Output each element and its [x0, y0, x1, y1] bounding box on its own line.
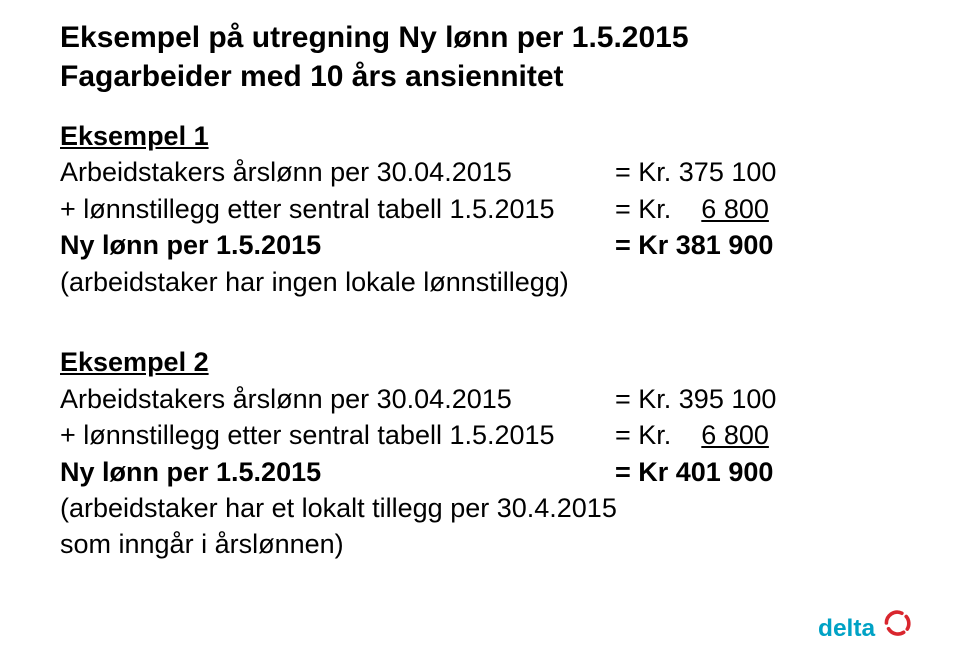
ex2-note-1: (arbeidstaker har et lokalt tillegg per …	[60, 490, 900, 526]
ex2-row-1-value: = Kr. 395 100	[615, 381, 900, 417]
ex1-row-2-label: + lønnstillegg etter sentral tabell 1.5.…	[60, 191, 615, 227]
ex1-row-2: + lønnstillegg etter sentral tabell 1.5.…	[60, 191, 900, 227]
ex1-row-3-label: Ny lønn per 1.5.2015	[60, 227, 615, 263]
example-1-heading: Eksempel 1	[60, 118, 900, 154]
ex2-note-2: som inngår i årslønnen)	[60, 526, 900, 562]
ex1-row-2-value: = Kr. 6 800	[615, 191, 900, 227]
example-2-block: Eksempel 2 Arbeidstakers årslønn per 30.…	[60, 344, 900, 563]
svg-text:delta: delta	[818, 615, 876, 642]
ex1-row-3: Ny lønn per 1.5.2015 = Kr 381 900	[60, 227, 900, 263]
ex1-row-3-value: = Kr 381 900	[615, 227, 900, 263]
title-line-1: Eksempel på utregning Ny lønn per 1.5.20…	[60, 18, 900, 57]
ex2-row-3-label: Ny lønn per 1.5.2015	[60, 454, 615, 490]
ex2-row-2-label: + lønnstillegg etter sentral tabell 1.5.…	[60, 417, 615, 453]
ex1-row-1-label: Arbeidstakers årslønn per 30.04.2015	[60, 154, 615, 190]
title-line-2: Fagarbeider med 10 års ansiennitet	[60, 57, 900, 96]
ex1-note: (arbeidstaker har ingen lokale lønnstill…	[60, 264, 900, 300]
example-1-block: Eksempel 1 Arbeidstakers årslønn per 30.…	[60, 118, 900, 300]
ex2-row-1: Arbeidstakers årslønn per 30.04.2015 = K…	[60, 381, 900, 417]
ex2-row-3-value: = Kr 401 900	[615, 454, 900, 490]
example-2-heading: Eksempel 2	[60, 344, 900, 380]
ex2-row-1-label: Arbeidstakers årslønn per 30.04.2015	[60, 381, 615, 417]
ex2-row-2-value: = Kr. 6 800	[615, 417, 900, 453]
ex1-row-1: Arbeidstakers årslønn per 30.04.2015 = K…	[60, 154, 900, 190]
ex1-row-1-value: = Kr. 375 100	[615, 154, 900, 190]
delta-logo: delta	[818, 610, 926, 646]
ex2-row-3: Ny lønn per 1.5.2015 = Kr 401 900	[60, 454, 900, 490]
ex2-row-2: + lønnstillegg etter sentral tabell 1.5.…	[60, 417, 900, 453]
